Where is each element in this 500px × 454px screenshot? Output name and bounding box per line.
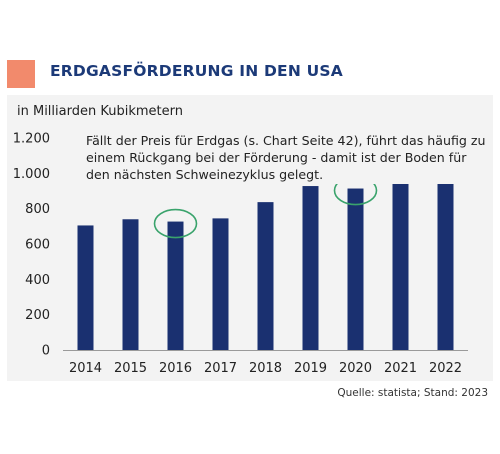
y-tick-label: 0: [42, 344, 50, 359]
x-tick-label: 2021: [384, 361, 417, 376]
highlight-circle-2016: [153, 208, 198, 239]
bar-2017: [212, 218, 229, 350]
x-tick-label: 2022: [429, 361, 462, 376]
bar-2015: [122, 219, 139, 350]
x-tick-label: 2018: [249, 361, 282, 376]
x-tick-label: 2020: [339, 361, 372, 376]
x-tick-label: 2014: [69, 361, 102, 376]
x-tick-label: 2016: [159, 361, 192, 376]
y-tick-label: 200: [25, 308, 50, 323]
bar-2022: [437, 177, 454, 350]
y-tick-label: 1.000: [13, 167, 50, 182]
bar-2014: [77, 225, 94, 350]
chart-title: ERDGASFÖRDERUNG IN DEN USA: [50, 62, 343, 80]
unit-label: in Milliarden Kubikmetern: [17, 104, 183, 119]
bar-2021: [392, 183, 409, 350]
x-tick-label: 2017: [204, 361, 237, 376]
bar-2018: [257, 202, 274, 350]
y-tick-label: 600: [25, 238, 50, 253]
bar-2020: [347, 188, 364, 350]
y-tick-label: 400: [25, 273, 50, 288]
x-tick-label: 2019: [294, 361, 327, 376]
y-tick-label: 800: [25, 202, 50, 217]
x-tick-label: 2015: [114, 361, 147, 376]
annotation-text: Fällt der Preis für Erdgas (s. Chart Sei…: [83, 131, 489, 184]
source-note: Quelle: statista; Stand: 2023: [337, 387, 488, 399]
bar-2019: [302, 186, 319, 350]
y-tick-label: 1.200: [13, 132, 50, 147]
bar-2016: [167, 221, 184, 350]
title-accent-square: [7, 60, 35, 88]
